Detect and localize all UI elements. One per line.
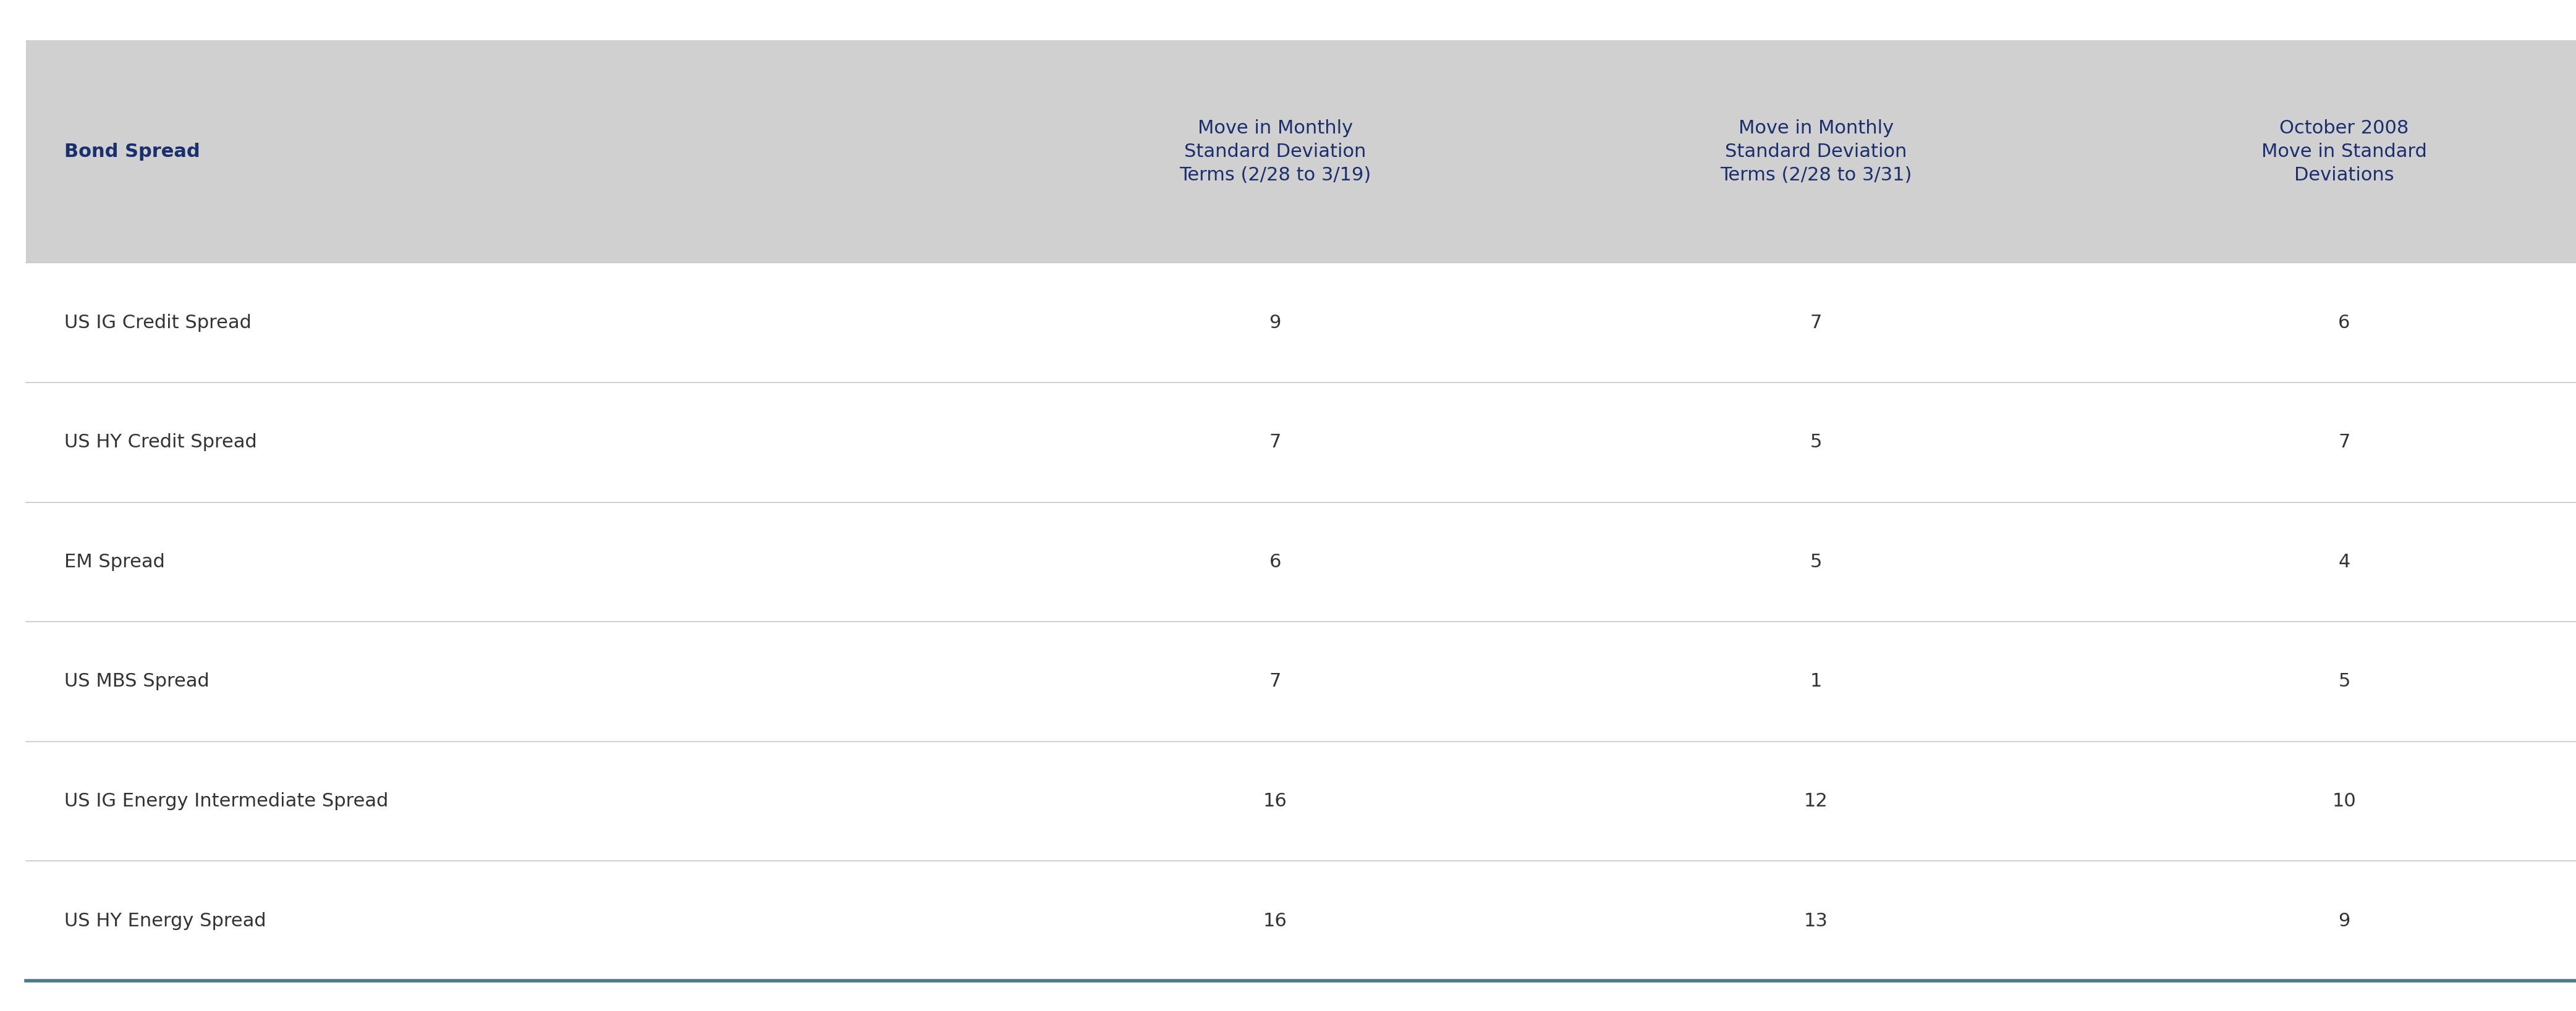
Text: 12: 12 (1803, 793, 1829, 810)
Text: 10: 10 (2331, 793, 2357, 810)
Text: US IG Energy Intermediate Spread: US IG Energy Intermediate Spread (64, 793, 389, 810)
Text: 4: 4 (2339, 553, 2349, 571)
Text: Bond Spread: Bond Spread (64, 143, 201, 161)
Text: 1: 1 (1811, 672, 1821, 691)
Text: 6: 6 (2339, 313, 2349, 332)
Text: 7: 7 (1811, 313, 1821, 332)
Text: 16: 16 (1262, 912, 1288, 930)
Text: US IG Credit Spread: US IG Credit Spread (64, 313, 252, 332)
Text: October 2008
Move in Standard
Deviations: October 2008 Move in Standard Deviations (2262, 119, 2427, 184)
Text: 6: 6 (1270, 553, 1280, 571)
Text: US MBS Spread: US MBS Spread (64, 672, 209, 691)
Text: Move in Monthly
Standard Deviation
Terms (2/28 to 3/19): Move in Monthly Standard Deviation Terms… (1180, 119, 1370, 184)
Text: Move in Monthly
Standard Deviation
Terms (2/28 to 3/31): Move in Monthly Standard Deviation Terms… (1721, 119, 1911, 184)
Text: US HY Energy Spread: US HY Energy Spread (64, 912, 265, 930)
Text: 5: 5 (1811, 553, 1821, 571)
Text: 13: 13 (1803, 912, 1829, 930)
Bar (26, 40, 2576, 263)
Text: 9: 9 (1270, 313, 1280, 332)
Text: US HY Credit Spread: US HY Credit Spread (64, 434, 258, 451)
Text: 9: 9 (2339, 912, 2349, 930)
Text: 16: 16 (1262, 793, 1288, 810)
Text: 7: 7 (1270, 434, 1280, 451)
Text: 7: 7 (2339, 434, 2349, 451)
Text: 5: 5 (1811, 434, 1821, 451)
Text: 7: 7 (1270, 672, 1280, 691)
Text: 5: 5 (2339, 672, 2349, 691)
Text: EM Spread: EM Spread (64, 553, 165, 571)
